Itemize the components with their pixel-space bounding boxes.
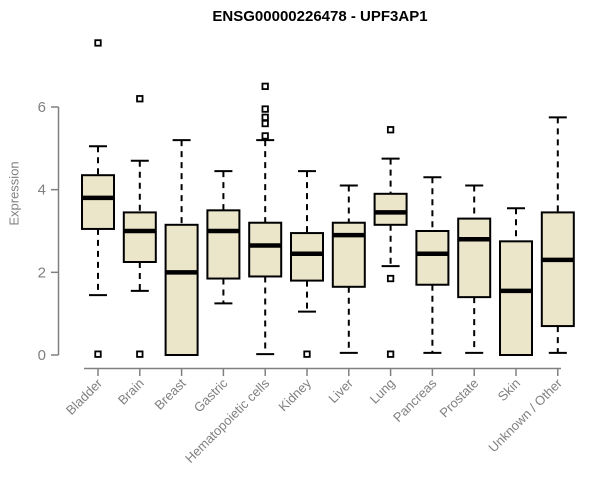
x-tick-label: Gastric	[191, 375, 231, 415]
outlier-point	[94, 350, 102, 358]
outlier-point	[261, 113, 269, 121]
box-skin	[499, 240, 533, 356]
box-kidney	[290, 232, 324, 282]
x-tick-label: Breast	[152, 375, 189, 412]
outlier-point	[261, 132, 269, 140]
outlier-point	[94, 39, 102, 47]
box-lung	[373, 192, 408, 226]
box-liver	[331, 221, 366, 288]
box-hematopoietic-cells	[248, 221, 283, 278]
box-pancreas	[415, 230, 450, 286]
outlier-point	[261, 119, 269, 128]
x-tick-label: Liver	[325, 375, 356, 406]
outlier-point	[386, 126, 395, 134]
x-tick-label: Prostate	[436, 376, 481, 421]
box-bladder	[81, 174, 115, 230]
outlier-point	[386, 274, 395, 283]
y-tick-label: 4	[38, 182, 46, 199]
x-tick-label: Bladder	[63, 375, 106, 418]
box-breast	[164, 223, 199, 356]
box-gastric	[206, 209, 241, 280]
outlier-point	[386, 350, 395, 358]
outlier-point	[136, 95, 144, 103]
outlier-point	[261, 82, 269, 90]
outlier-point	[303, 350, 311, 358]
y-tick-label: 6	[38, 99, 46, 116]
outlier-point	[261, 105, 269, 113]
box-brain	[122, 211, 157, 263]
outlier-point	[136, 350, 144, 358]
y-tick-label: 0	[38, 347, 46, 364]
x-tick-label: Brain	[115, 376, 147, 408]
chart-title: ENSG00000226478 - UPF3AP1	[212, 8, 428, 25]
box-prostate	[457, 217, 492, 299]
y-tick-label: 2	[38, 264, 46, 281]
box-unknown-other	[540, 211, 575, 328]
x-tick-label: Kidney	[275, 375, 314, 414]
x-tick-label: Pancreas	[390, 375, 440, 425]
x-tick-label: Skin	[495, 376, 523, 404]
x-tick-label: Lung	[367, 376, 398, 407]
x-tick-label: Unknown / Other	[485, 375, 565, 455]
